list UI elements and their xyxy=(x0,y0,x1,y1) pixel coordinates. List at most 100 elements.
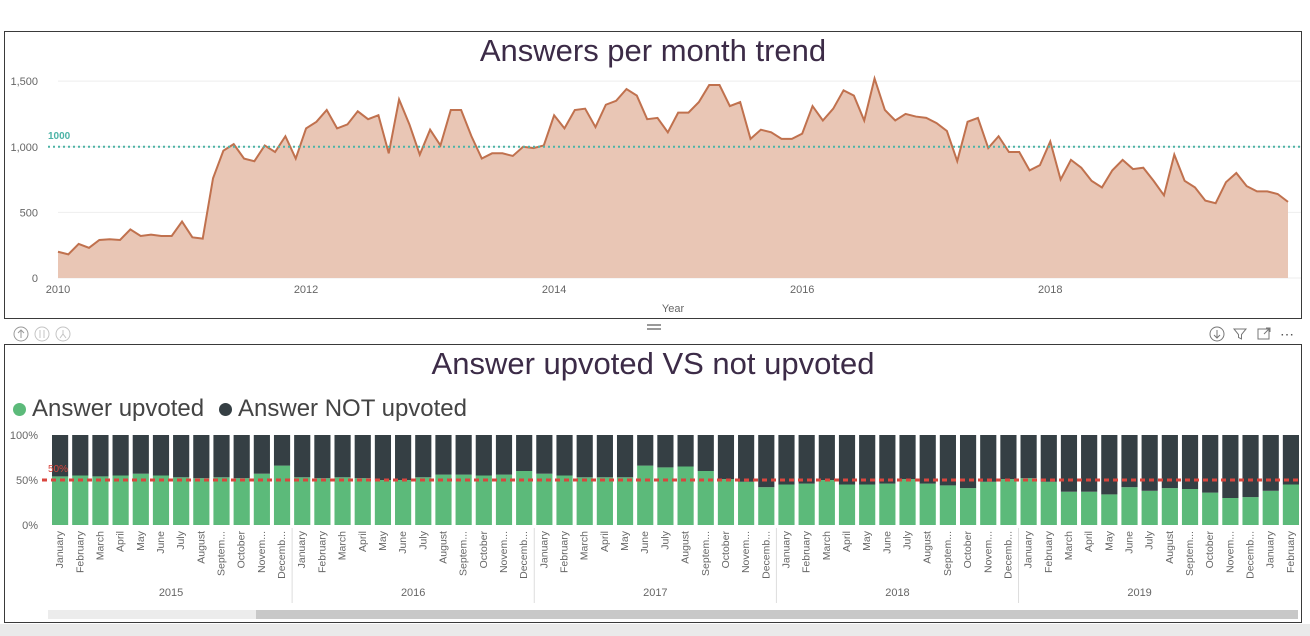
bar-not-upvoted xyxy=(415,435,432,478)
x-month-label: January xyxy=(538,530,550,568)
legend-item-upvoted[interactable]: Answer upvoted xyxy=(13,395,204,423)
bar-upvoted xyxy=(415,477,432,525)
bar-not-upvoted xyxy=(132,435,149,474)
x-month-label: Septem... xyxy=(1184,531,1196,576)
arrow-up-circle-icon[interactable] xyxy=(13,326,29,342)
horizontal-scrollbar-thumb[interactable] xyxy=(256,610,1298,619)
expand-hierarchy-icon[interactable] xyxy=(55,326,71,342)
bar-not-upvoted xyxy=(556,435,573,476)
y-tick-label: 50% xyxy=(16,475,38,487)
x-month-label: February xyxy=(1285,530,1297,573)
bar-upvoted xyxy=(334,477,351,525)
bar-upvoted xyxy=(939,485,956,525)
bar-upvoted xyxy=(576,477,593,525)
bar-not-upvoted xyxy=(253,435,270,474)
bar-not-upvoted xyxy=(838,435,856,485)
bar-upvoted xyxy=(435,474,452,525)
bar-upvoted xyxy=(697,471,714,525)
bar-upvoted xyxy=(253,473,270,525)
x-month-label: Decemb... xyxy=(518,531,530,579)
x-month-label: June xyxy=(639,531,651,554)
chart-title: Answer upvoted VS not upvoted xyxy=(431,346,875,381)
bar-not-upvoted xyxy=(576,435,593,478)
bar-not-upvoted xyxy=(778,435,795,485)
bar-not-upvoted xyxy=(395,435,412,480)
x-year-label: 2016 xyxy=(401,587,425,599)
bar-upvoted xyxy=(374,480,392,525)
area-chart: 0 500 1,000 1,500 1000 2010 2012 2014 2016 2018 Ye… xyxy=(10,74,1301,315)
bar-upvoted xyxy=(818,480,835,525)
x-month-label: August xyxy=(922,531,934,564)
bar-upvoted xyxy=(738,481,755,525)
bar-upvoted xyxy=(758,487,775,525)
bar-upvoted xyxy=(193,478,210,525)
bar-not-upvoted xyxy=(657,435,674,468)
bar-upvoted xyxy=(475,475,492,525)
bar-not-upvoted xyxy=(1181,435,1199,489)
drill-down-icon[interactable] xyxy=(1209,326,1225,342)
y-tick-label: 500 xyxy=(20,207,38,219)
x-month-label: February xyxy=(316,530,328,573)
bar-not-upvoted xyxy=(233,435,250,479)
bar-not-upvoted xyxy=(1081,435,1098,492)
x-month-label: August xyxy=(1164,531,1176,564)
arrow-down-circle-icon[interactable] xyxy=(34,326,50,342)
x-month-label: January xyxy=(1023,530,1035,568)
bar-upvoted xyxy=(556,475,573,525)
y-tick-label: 1,500 xyxy=(10,76,38,88)
x-year-label: 2015 xyxy=(159,587,183,599)
legend-marker-upvoted xyxy=(13,402,26,416)
x-month-label: February xyxy=(559,530,571,573)
bar-upvoted xyxy=(1181,489,1199,525)
x-month-label: August xyxy=(437,531,449,564)
bar-upvoted xyxy=(879,483,896,525)
bar-upvoted xyxy=(314,478,331,525)
resize-handle-top-2[interactable] xyxy=(647,328,661,330)
x-month-label: Septem... xyxy=(700,531,712,576)
bar-not-upvoted xyxy=(717,435,735,480)
bar-not-upvoted xyxy=(1000,435,1017,480)
bar-upvoted xyxy=(233,478,250,525)
upvoted-visual[interactable]: Answer upvoted VS not upvoted Answer upv… xyxy=(4,344,1302,623)
bar-upvoted xyxy=(354,478,371,525)
x-year-label: 2019 xyxy=(1127,587,1151,599)
x-month-label: April xyxy=(357,531,369,552)
x-month-label: July xyxy=(175,530,187,549)
resize-handle-top[interactable] xyxy=(647,324,661,326)
bar-not-upvoted xyxy=(1282,435,1299,485)
bar-not-upvoted xyxy=(435,435,452,475)
bar-upvoted xyxy=(395,480,412,525)
bar-upvoted xyxy=(1262,490,1279,525)
legend-item-not-upvoted[interactable]: Answer NOT upvoted xyxy=(219,395,467,423)
bar-upvoted xyxy=(959,488,977,525)
bar-upvoted xyxy=(657,467,674,525)
bar-not-upvoted xyxy=(1141,435,1158,491)
x-month-label: Novem... xyxy=(256,531,268,573)
x-year-label: 2018 xyxy=(885,587,909,599)
bar-upvoted xyxy=(273,465,291,525)
bar-not-upvoted xyxy=(152,435,170,476)
x-month-label: Novem... xyxy=(498,531,510,573)
bar-not-upvoted xyxy=(52,435,69,477)
bar-upvoted xyxy=(516,471,533,525)
x-month-label: October xyxy=(962,531,974,569)
bar-not-upvoted xyxy=(1202,435,1219,493)
bar-not-upvoted xyxy=(959,435,977,489)
x-month-label: January xyxy=(1265,530,1277,568)
bar-upvoted xyxy=(1282,484,1299,525)
bar-upvoted xyxy=(495,474,513,525)
filter-icon[interactable] xyxy=(1232,326,1248,342)
bar-upvoted xyxy=(173,477,190,525)
x-tick-label: 2010 xyxy=(46,284,70,296)
focus-mode-icon[interactable] xyxy=(1256,326,1272,342)
bar-not-upvoted xyxy=(1222,435,1239,498)
x-month-label: October xyxy=(1204,531,1216,569)
stacked-bar-chart: 0% 50% 100% 50% January February March April May… xyxy=(10,430,1301,603)
answers-trend-visual[interactable]: Answers per month trend 0 500 1,000 1,500 10… xyxy=(4,31,1302,319)
bar-not-upvoted xyxy=(273,435,291,466)
bar-not-upvoted xyxy=(193,435,210,479)
bar-not-upvoted xyxy=(112,435,129,476)
bar-upvoted xyxy=(1060,491,1078,525)
more-options-icon[interactable]: ⋯ xyxy=(1280,326,1294,342)
legend-label-not-upvoted: Answer NOT upvoted xyxy=(238,395,467,422)
